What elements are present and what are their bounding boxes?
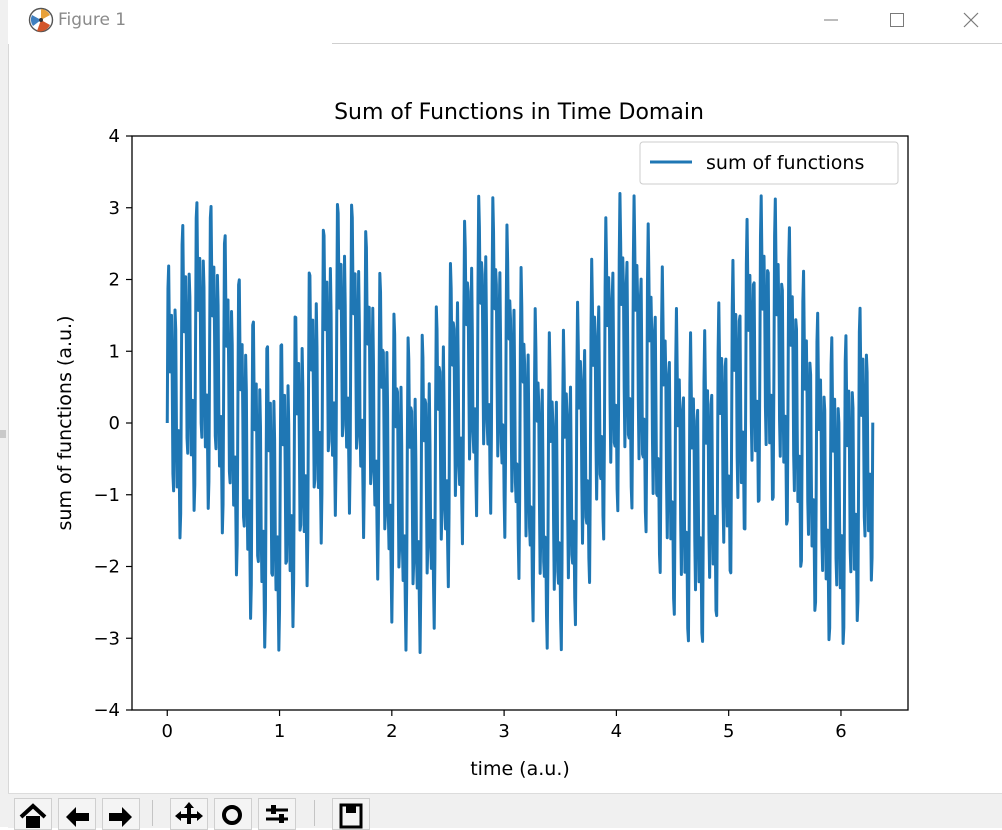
- y-axis-ticks: −4 −3 −2 −1 0 1 2 3 4: [93, 126, 132, 721]
- y-tick-label: 3: [109, 198, 120, 219]
- window-title: Figure 1: [58, 10, 127, 30]
- home-button[interactable]: [14, 798, 52, 830]
- minimize-button[interactable]: [808, 2, 854, 38]
- move-icon: [175, 802, 203, 824]
- x-tick-label: 4: [611, 721, 622, 742]
- pan-button[interactable]: [170, 798, 208, 830]
- x-tick-label: 0: [162, 721, 173, 742]
- x-tick-label: 5: [723, 721, 734, 742]
- sliders-icon: [266, 805, 288, 823]
- app-logo-icon: [28, 7, 54, 33]
- forward-button[interactable]: [102, 798, 140, 830]
- back-button[interactable]: [58, 798, 96, 830]
- legend-label-sum-of-functions: sum of functions: [706, 152, 864, 174]
- save-button[interactable]: [332, 798, 370, 830]
- x-tick-label: 6: [835, 721, 846, 742]
- window-titlebar: Figure 1: [8, 0, 1002, 44]
- y-tick-label: 1: [109, 341, 120, 362]
- left-window-edge: [0, 0, 9, 827]
- maximize-icon: [890, 13, 904, 27]
- navigation-toolbar: [8, 793, 1002, 830]
- home-icon: [19, 803, 47, 828]
- toolbar-separator: [152, 800, 153, 826]
- y-tick-label: 2: [109, 270, 120, 291]
- edge-mark: [0, 430, 6, 438]
- x-tick-label: 3: [498, 721, 509, 742]
- y-tick-label: −4: [93, 700, 120, 721]
- minimize-icon: [824, 19, 838, 21]
- y-axis-label: sum of functions (a.u.): [54, 316, 76, 531]
- magnifier-icon: [222, 805, 242, 825]
- arrow-left-icon: [66, 807, 89, 827]
- y-tick-label: 4: [109, 126, 120, 147]
- y-tick-label: −2: [93, 557, 120, 578]
- legend: sum of functions: [639, 141, 899, 185]
- x-tick-label: 2: [386, 721, 397, 742]
- series-line-sum-of-functions: [165, 192, 875, 654]
- x-axis-ticks: 0 1 2 3 4 5 6: [162, 710, 847, 742]
- maximize-button[interactable]: [874, 2, 920, 38]
- close-icon: [963, 12, 979, 28]
- zoom-button[interactable]: [214, 798, 252, 830]
- y-tick-label: −3: [93, 628, 120, 649]
- y-tick-label: −1: [93, 485, 120, 506]
- titlebar-divider: [332, 43, 1002, 44]
- toolbar-separator: [314, 800, 315, 826]
- x-axis-label: time (a.u.): [470, 758, 570, 780]
- legend-box: [639, 141, 899, 185]
- close-button[interactable]: [948, 2, 994, 38]
- y-tick-label: 0: [109, 413, 120, 434]
- x-tick-label: 1: [274, 721, 285, 742]
- chart-title: Sum of Functions in Time Domain: [334, 100, 704, 125]
- configure-subplots-button[interactable]: [258, 798, 296, 830]
- arrow-right-icon: [109, 807, 132, 827]
- floppy-disk-icon: [339, 803, 363, 829]
